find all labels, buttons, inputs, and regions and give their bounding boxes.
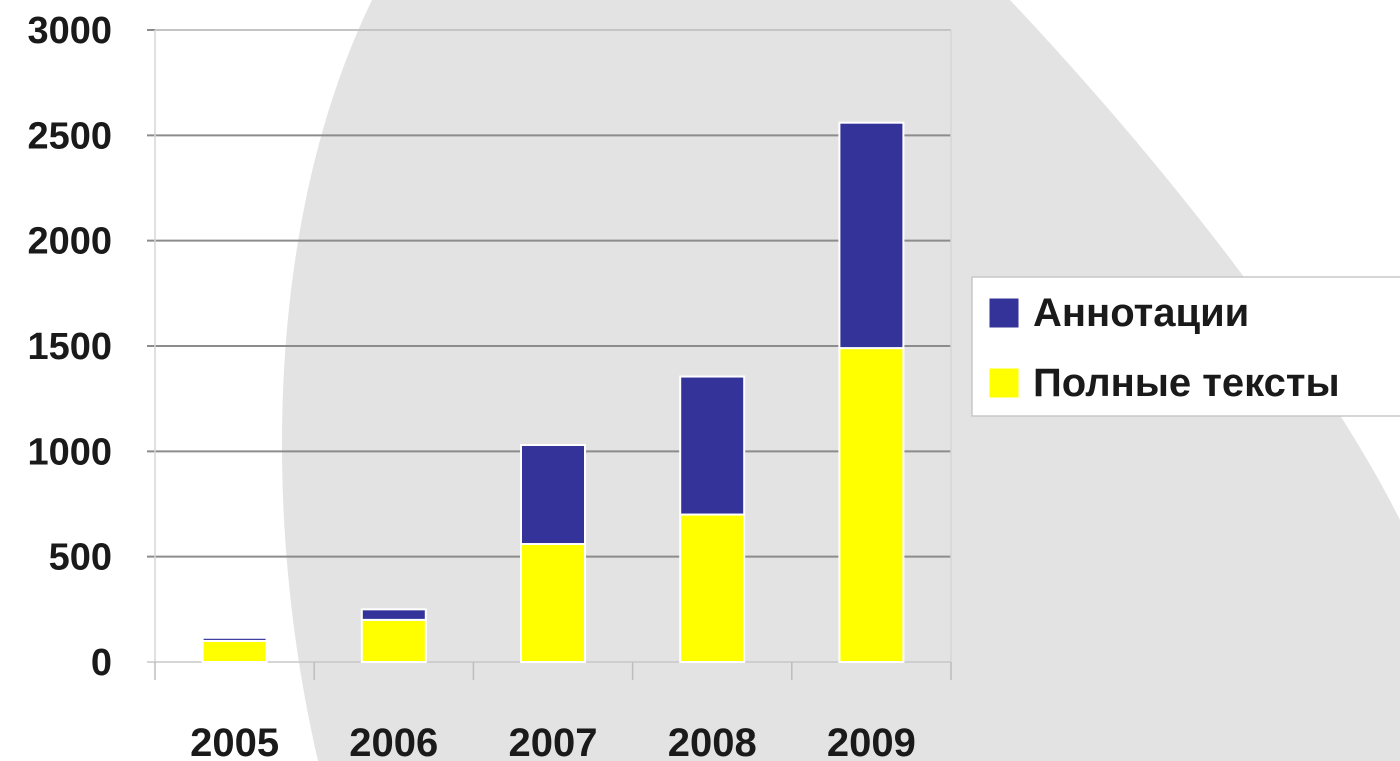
bars bbox=[201, 121, 905, 664]
bar-annotations-2006 bbox=[360, 608, 427, 621]
y-tick-label: 3000 bbox=[27, 10, 112, 52]
x-tick-label: 2005 bbox=[190, 721, 279, 761]
bar-annotations-2008 bbox=[679, 375, 746, 516]
legend-swatch bbox=[988, 297, 1020, 329]
bar-annotations-2009 bbox=[838, 121, 905, 350]
y-tick-label: 1500 bbox=[27, 326, 112, 368]
legend-swatch bbox=[988, 367, 1020, 399]
bar-full-texts-2006 bbox=[360, 618, 427, 663]
x-tick-label: 2006 bbox=[349, 721, 438, 761]
bar-full-texts-2007 bbox=[520, 543, 586, 664]
y-tick-label: 1000 bbox=[27, 431, 112, 473]
legend-label: Полные тексты bbox=[1033, 361, 1340, 405]
legend-label: Аннотации bbox=[1033, 291, 1249, 335]
bar-full-texts-2005 bbox=[201, 639, 268, 664]
y-tick-label: 2500 bbox=[27, 115, 112, 157]
bar-full-texts-2009 bbox=[838, 347, 905, 663]
y-tick-label: 0 bbox=[91, 642, 112, 684]
y-tick-label: 2000 bbox=[27, 221, 112, 263]
x-tick-label: 2008 bbox=[668, 721, 757, 761]
x-tick-label: 2007 bbox=[509, 721, 598, 761]
bar-full-texts-2008 bbox=[679, 513, 746, 663]
legend: Аннотации Полные тексты bbox=[971, 276, 1400, 417]
x-tick-label: 2009 bbox=[827, 721, 916, 761]
legend-box bbox=[971, 276, 1400, 417]
bar-annotations-2007 bbox=[520, 444, 586, 546]
y-tick-label: 500 bbox=[49, 537, 112, 579]
y-tick-labels: 0 500 1000 1500 2000 2500 3000 bbox=[27, 10, 112, 684]
bar-annotations-2005 bbox=[201, 636, 268, 642]
x-tick-labels: 2005 2006 2007 2008 2009 bbox=[190, 721, 916, 761]
